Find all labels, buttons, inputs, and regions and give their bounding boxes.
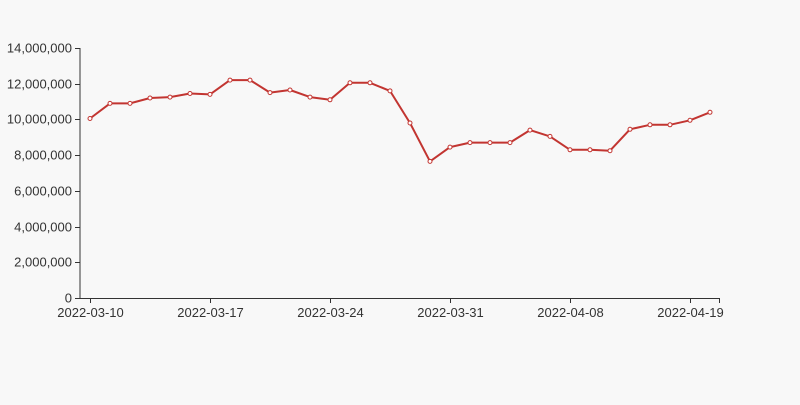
data-point[interactable] bbox=[347, 80, 353, 86]
data-point[interactable] bbox=[647, 122, 653, 128]
x-tick-label: 2022-03-17 bbox=[177, 305, 244, 320]
data-point[interactable] bbox=[547, 133, 553, 139]
data-point[interactable] bbox=[367, 80, 373, 86]
data-point[interactable] bbox=[407, 120, 413, 126]
y-tick-label: 10,000,000 bbox=[7, 112, 72, 127]
data-point[interactable] bbox=[447, 144, 453, 150]
data-point[interactable] bbox=[247, 77, 253, 83]
data-point[interactable] bbox=[87, 116, 93, 121]
series-layer bbox=[87, 77, 713, 164]
x-tick-label: 2022-04-19 bbox=[657, 305, 724, 320]
data-point[interactable] bbox=[187, 91, 193, 96]
data-point[interactable] bbox=[707, 109, 713, 115]
y-tick-label: 2,000,000 bbox=[14, 255, 72, 270]
x-tick-label: 2022-03-10 bbox=[57, 305, 124, 320]
data-point[interactable] bbox=[567, 147, 573, 153]
y-tick-label: 14,000,000 bbox=[7, 41, 72, 56]
y-axis: 0 2,000,000 4,000,000 6,000,000 8,000,000 10,… bbox=[7, 41, 81, 306]
data-point[interactable] bbox=[527, 127, 533, 133]
data-point[interactable] bbox=[327, 97, 333, 103]
y-tick-label: 6,000,000 bbox=[14, 184, 72, 199]
data-point[interactable] bbox=[267, 90, 273, 96]
series-line bbox=[89, 79, 711, 163]
data-point[interactable] bbox=[307, 94, 313, 100]
y-tick-label: 12,000,000 bbox=[7, 77, 72, 92]
x-tick-label: 2022-04-08 bbox=[537, 305, 604, 320]
data-point[interactable] bbox=[667, 122, 673, 128]
data-point[interactable] bbox=[387, 88, 393, 94]
data-point[interactable] bbox=[167, 94, 173, 100]
data-point[interactable] bbox=[107, 100, 113, 106]
x-tick-label: 2022-03-31 bbox=[417, 305, 484, 320]
data-point[interactable] bbox=[507, 140, 513, 146]
data-point[interactable] bbox=[227, 77, 233, 83]
data-point[interactable] bbox=[627, 126, 633, 132]
data-point[interactable] bbox=[427, 158, 433, 164]
data-point[interactable] bbox=[287, 87, 293, 93]
data-point[interactable] bbox=[147, 95, 153, 101]
x-axis: 2022-03-10 2022-03-17 2022-03-24 2022-03-31… bbox=[57, 298, 724, 320]
data-point[interactable] bbox=[607, 148, 613, 154]
data-point[interactable] bbox=[687, 117, 693, 123]
y-tick-label: 8,000,000 bbox=[14, 148, 72, 163]
data-point[interactable] bbox=[587, 147, 593, 153]
y-tick-label: 0 bbox=[65, 291, 72, 306]
data-point[interactable] bbox=[127, 100, 133, 106]
data-point[interactable] bbox=[487, 140, 493, 146]
y-tick-label: 4,000,000 bbox=[14, 220, 72, 235]
data-point[interactable] bbox=[467, 140, 473, 146]
x-tick-label: 2022-03-24 bbox=[297, 305, 364, 320]
data-point[interactable] bbox=[207, 91, 213, 97]
